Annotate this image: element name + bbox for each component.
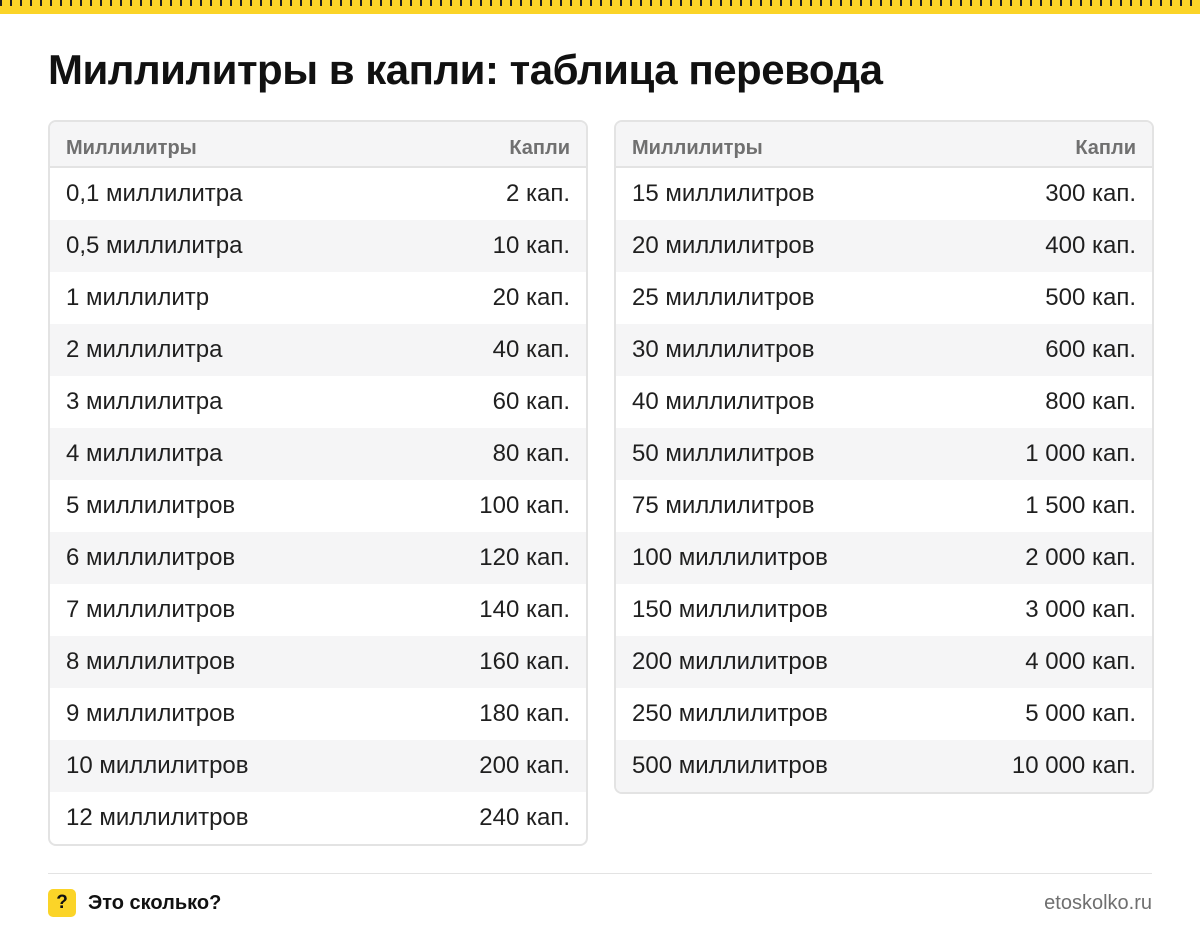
drops-cell: 160 кап. [479, 648, 570, 675]
drops-cell: 2 кап. [505, 180, 570, 207]
drops-cell: 500 кап. [1045, 284, 1136, 311]
table-row: 4 миллилитра 80 кап. [50, 428, 586, 480]
drops-cell: 40 кап. [492, 336, 570, 363]
table-row: 100 миллилитров 2 000 кап. [616, 532, 1152, 584]
ml-cell: 8 миллилитров [66, 648, 236, 675]
table-body: 0,1 миллилитра 2 кап. 0,5 миллилитра 10 кап… [50, 168, 586, 844]
table-row: 500 миллилитров 10 000 кап. [616, 740, 1152, 792]
ml-cell: 100 миллилитров [632, 544, 828, 571]
column-header-ml: Миллилитры [66, 137, 197, 159]
brand-logo: ? Это сколько? [48, 889, 221, 917]
drops-cell: 80 кап. [492, 440, 570, 467]
ml-cell: 9 миллилитров [66, 700, 236, 727]
drops-cell: 300 кап. [1045, 180, 1136, 207]
footer-divider [48, 873, 1152, 874]
drops-cell: 10 000 кап. [1011, 752, 1136, 779]
drops-cell: 1 000 кап. [1025, 440, 1136, 467]
ml-cell: 25 миллилитров [632, 284, 815, 311]
table-row: 12 миллилитров 240 кап. [50, 792, 586, 844]
table-row: 250 миллилитров 5 000 кап. [616, 688, 1152, 740]
drops-cell: 2 000 кап. [1025, 544, 1136, 571]
ml-cell: 6 миллилитров [66, 544, 236, 571]
table-row: 9 миллилитров 180 кап. [50, 688, 586, 740]
ml-cell: 12 миллилитров [66, 804, 249, 831]
table-row: 150 миллилитров 3 000 кап. [616, 584, 1152, 636]
drops-cell: 600 кап. [1045, 336, 1136, 363]
table-row: 10 миллилитров 200 кап. [50, 740, 586, 792]
table-header: Миллилитры Капли [50, 122, 586, 168]
drops-cell: 4 000 кап. [1025, 648, 1136, 675]
drops-cell: 5 000 кап. [1025, 700, 1136, 727]
table-row: 25 миллилитров 500 кап. [616, 272, 1152, 324]
table-row: 2 миллилитра 40 кап. [50, 324, 586, 376]
ml-cell: 7 миллилитров [66, 596, 236, 623]
table-body: 15 миллилитров 300 кап. 20 миллилитров 400 … [616, 168, 1152, 792]
ml-cell: 3 миллилитра [66, 388, 223, 415]
column-header-ml: Миллилитры [632, 137, 763, 159]
page-title: Миллилитры в капли: таблица перевода [48, 46, 883, 93]
column-header-drops: Капли [1075, 137, 1136, 159]
table-row: 1 миллилитр 20 кап. [50, 272, 586, 324]
ml-cell: 250 миллилитров [632, 700, 828, 727]
table-row: 3 миллилитра 60 кап. [50, 376, 586, 428]
drops-cell: 200 кап. [479, 752, 570, 779]
ml-cell: 0,5 миллилитра [66, 232, 243, 259]
drops-cell: 140 кап. [479, 596, 570, 623]
ml-cell: 1 миллилитр [66, 284, 210, 311]
drops-cell: 400 кап. [1045, 232, 1136, 259]
ml-cell: 10 миллилитров [66, 752, 249, 779]
table-header: Миллилитры Капли [616, 122, 1152, 168]
table-row: 0,5 миллилитра 10 кап. [50, 220, 586, 272]
site-url: etoskolko.ru [1044, 892, 1152, 914]
table-row: 20 миллилитров 400 кап. [616, 220, 1152, 272]
table-row: 15 миллилитров 300 кап. [616, 168, 1152, 220]
ml-cell: 15 миллилитров [632, 180, 815, 207]
table-row: 75 миллилитров 1 500 кап. [616, 480, 1152, 532]
table-row: 200 миллилитров 4 000 кап. [616, 636, 1152, 688]
ml-cell: 150 миллилитров [632, 596, 828, 623]
brand-name: Это сколько? [88, 891, 222, 914]
ml-cell: 50 миллилитров [632, 440, 815, 467]
ml-cell: 40 миллилитров [632, 388, 815, 415]
table-row: 5 миллилитров 100 кап. [50, 480, 586, 532]
table-row: 50 миллилитров 1 000 кап. [616, 428, 1152, 480]
table-row: 8 миллилитров 160 кап. [50, 636, 586, 688]
ml-cell: 4 миллилитра [66, 440, 223, 467]
drops-cell: 3 000 кап. [1025, 596, 1136, 623]
table-row: 0,1 миллилитра 2 кап. [50, 168, 586, 220]
question-mark-icon: ? [48, 889, 76, 917]
ml-cell: 2 миллилитра [66, 336, 223, 363]
ml-cell: 30 миллилитров [632, 336, 815, 363]
conversion-table-left: Миллилитры Капли 0,1 миллилитра 2 кап. 0,5… [48, 120, 588, 846]
drops-cell: 60 кап. [492, 388, 570, 415]
drops-cell: 800 кап. [1045, 388, 1136, 415]
ml-cell: 500 миллилитров [632, 752, 828, 779]
drops-cell: 120 кап. [479, 544, 570, 571]
drops-cell: 180 кап. [479, 700, 570, 727]
column-header-drops: Капли [509, 137, 570, 159]
conversion-table-right: Миллилитры Капли 15 миллилитров 300 кап. 2… [614, 120, 1154, 794]
ml-cell: 200 миллилитров [632, 648, 828, 675]
drops-cell: 100 кап. [479, 492, 570, 519]
ml-cell: 75 миллилитров [632, 492, 815, 519]
drops-cell: 10 кап. [492, 232, 570, 259]
table-row: 7 миллилитров 140 кап. [50, 584, 586, 636]
table-row: 6 миллилитров 120 кап. [50, 532, 586, 584]
ml-cell: 20 миллилитров [632, 232, 815, 259]
ml-cell: 5 миллилитров [66, 492, 236, 519]
drops-cell: 240 кап. [479, 804, 570, 831]
drops-cell: 1 500 кап. [1025, 492, 1136, 519]
table-row: 40 миллилитров 800 кап. [616, 376, 1152, 428]
table-row: 30 миллилитров 600 кап. [616, 324, 1152, 376]
drops-cell: 20 кап. [492, 284, 570, 311]
ml-cell: 0,1 миллилитра [66, 180, 243, 207]
ruler-decoration [0, 0, 1200, 14]
